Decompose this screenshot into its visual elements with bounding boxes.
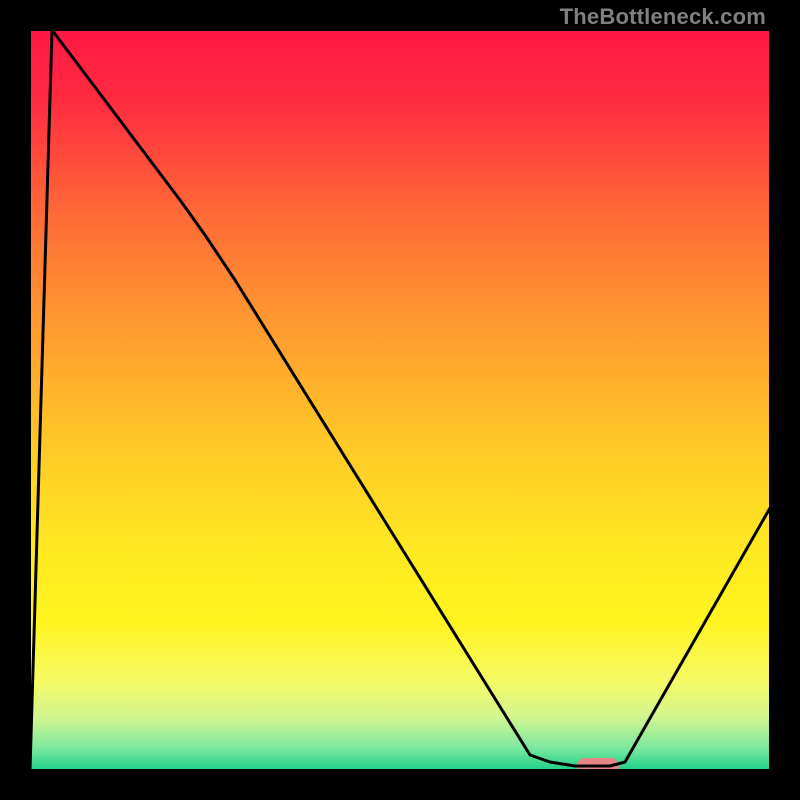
chart-plot bbox=[30, 30, 770, 770]
chart-curve bbox=[30, 30, 770, 770]
chart-lines bbox=[30, 30, 770, 770]
chart-frame bbox=[30, 30, 770, 770]
watermark-text: TheBottleneck.com bbox=[560, 4, 766, 30]
